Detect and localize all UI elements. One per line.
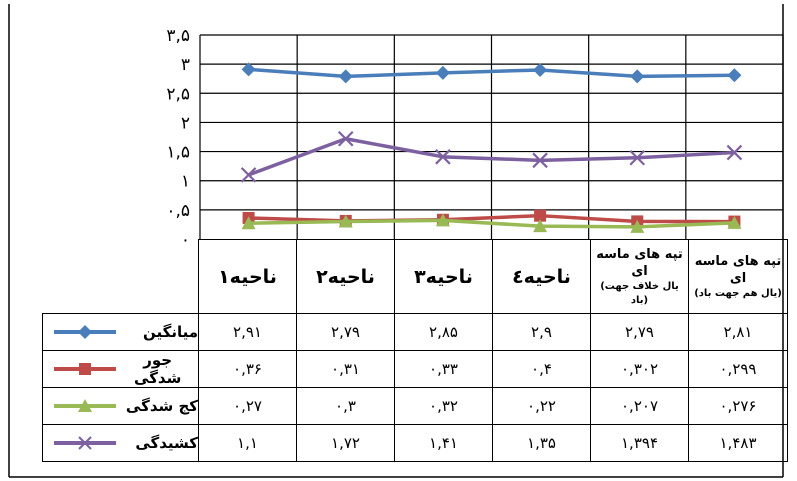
data-point-marker xyxy=(630,219,645,233)
data-point-marker xyxy=(534,209,547,222)
data-point-marker xyxy=(240,167,257,183)
data-point-marker xyxy=(533,62,548,77)
y-axis-tick-labels: ٠٠,۵۱۱,۵۲۲,۵۳۳,۵ xyxy=(166,26,190,250)
data-point-marker xyxy=(241,62,256,77)
table-row-skewness: کج شدگی ٠,۲۷ ٠,۳ ٠,۳۲ ٠,۲۲ ٠,۲٠۷ ٠,۲۷۶ xyxy=(42,387,788,425)
data-label: ۲,۸۵ xyxy=(394,313,493,351)
data-label: ٠,۴ xyxy=(492,350,591,388)
legend-entry-mean: میانگین xyxy=(42,313,199,351)
gridlines xyxy=(199,34,784,239)
data-label: ۱,۴۸۳ xyxy=(688,424,788,462)
category-header: ناحیه۳ xyxy=(394,239,493,314)
legend-entry-skewness: کج شدگی xyxy=(42,387,199,425)
series-line xyxy=(248,218,735,229)
y-tick-label: ۱,۵ xyxy=(166,143,190,163)
data-label: ۱,۳۵ xyxy=(492,424,591,462)
series-name: کج شدگی xyxy=(125,397,198,415)
y-tick-label: ۳,۵ xyxy=(166,26,190,46)
data-label: ٠,۲۹۹ xyxy=(688,350,788,388)
legend-key-x-icon xyxy=(54,436,116,450)
data-point-marker xyxy=(630,69,645,84)
data-point-marker xyxy=(435,65,450,80)
data-label: ۱,۳۹۴ xyxy=(590,424,689,462)
data-label: ٠,۲۷۶ xyxy=(688,387,788,425)
data-point-marker xyxy=(726,144,743,161)
data-point-marker xyxy=(727,68,742,83)
series-name: جور شدگی xyxy=(134,351,182,387)
category-header: تپه های ماسه ای (یال خلاف جهت باد) xyxy=(590,239,689,314)
plot-series xyxy=(240,62,743,233)
category-header: ناحیه۲ xyxy=(296,239,395,314)
legend-key-square-icon xyxy=(54,363,116,375)
data-point-marker xyxy=(241,216,256,230)
data-label: ٠,۲۷ xyxy=(198,387,297,425)
category-header: تپه های ماسه ای (یال هم جهت باد) xyxy=(688,239,788,314)
data-label: ٠,۳۲ xyxy=(394,387,493,425)
data-point-marker xyxy=(629,149,646,166)
data-label: ٠,۳۳ xyxy=(394,350,493,388)
y-tick-label: ٠,۵ xyxy=(166,201,190,221)
y-tick-label: ۳ xyxy=(181,55,190,75)
data-label: ۱,۴۱ xyxy=(394,424,493,462)
data-label: ٠,۲٠۷ xyxy=(590,387,689,425)
data-label: ۲,۷۹ xyxy=(590,313,689,351)
category-header: ناحیه٤ xyxy=(492,239,591,314)
series-line xyxy=(247,136,735,177)
data-point-marker xyxy=(338,214,353,228)
legend-key-diamond-icon xyxy=(54,325,116,339)
y-tick-label: ۲,۵ xyxy=(166,84,190,104)
table-row-sorting: جور شدگی ٠,۳۶ ٠,۳۱ ٠,۳۳ ٠,۴ ٠,۳٠۲ ٠,۲۹۹ xyxy=(42,350,788,388)
data-point-marker xyxy=(533,219,548,233)
series-name: کشیدگی xyxy=(135,434,198,452)
data-label: ٠,۳۶ xyxy=(198,350,297,388)
data-label: ۲,۷۹ xyxy=(296,313,395,351)
legend-key-triangle-icon xyxy=(54,399,116,412)
data-point-marker xyxy=(727,215,742,229)
data-label: ٠,۲۲ xyxy=(492,387,591,425)
data-point-marker xyxy=(338,69,353,84)
y-tick-label: ۲ xyxy=(181,113,190,133)
data-label: ۱,۷۲ xyxy=(296,424,395,462)
data-label: ۲,۸۱ xyxy=(688,313,788,351)
data-table: ناحیه۱ ناحیه۲ ناحیه۳ ناحیه٤ تپه های ماسه… xyxy=(42,239,788,462)
table-row-kurtosis: کشیدگی ۱,۱ ۱,۷۲ ۱,۴۱ ۱,۳۵ ۱,۳۹۴ ۱,۴۸۳ xyxy=(42,424,788,462)
data-point-marker xyxy=(337,130,354,147)
table-row-mean: میانگین ۲,۹۱ ۲,۷۹ ۲,۸۵ ۲,۹ ۲,۷۹ ۲,۸۱ xyxy=(42,313,788,351)
series-line xyxy=(248,67,735,79)
table-header-row: ناحیه۱ ناحیه۲ ناحیه۳ ناحیه٤ تپه های ماسه… xyxy=(42,239,788,314)
data-point-marker xyxy=(435,149,451,165)
series-name: میانگین xyxy=(142,323,198,341)
data-label: ۱,۱ xyxy=(198,424,297,462)
data-label: ٠,۳٠۲ xyxy=(590,350,689,388)
data-label: ٠,۳۱ xyxy=(296,350,395,388)
data-point-marker xyxy=(532,152,548,169)
data-point-marker xyxy=(435,213,450,227)
category-header: ناحیه۱ xyxy=(198,239,297,314)
legend-entry-kurtosis: کشیدگی xyxy=(42,424,199,462)
legend-entry-sorting: جور شدگی xyxy=(42,350,199,388)
y-tick-label: ۱ xyxy=(181,172,190,192)
table-corner-cell xyxy=(42,239,199,314)
data-label: ٠,۳ xyxy=(296,387,395,425)
data-label: ۲,۹۱ xyxy=(198,313,297,351)
data-label: ۲,۹ xyxy=(492,313,591,351)
